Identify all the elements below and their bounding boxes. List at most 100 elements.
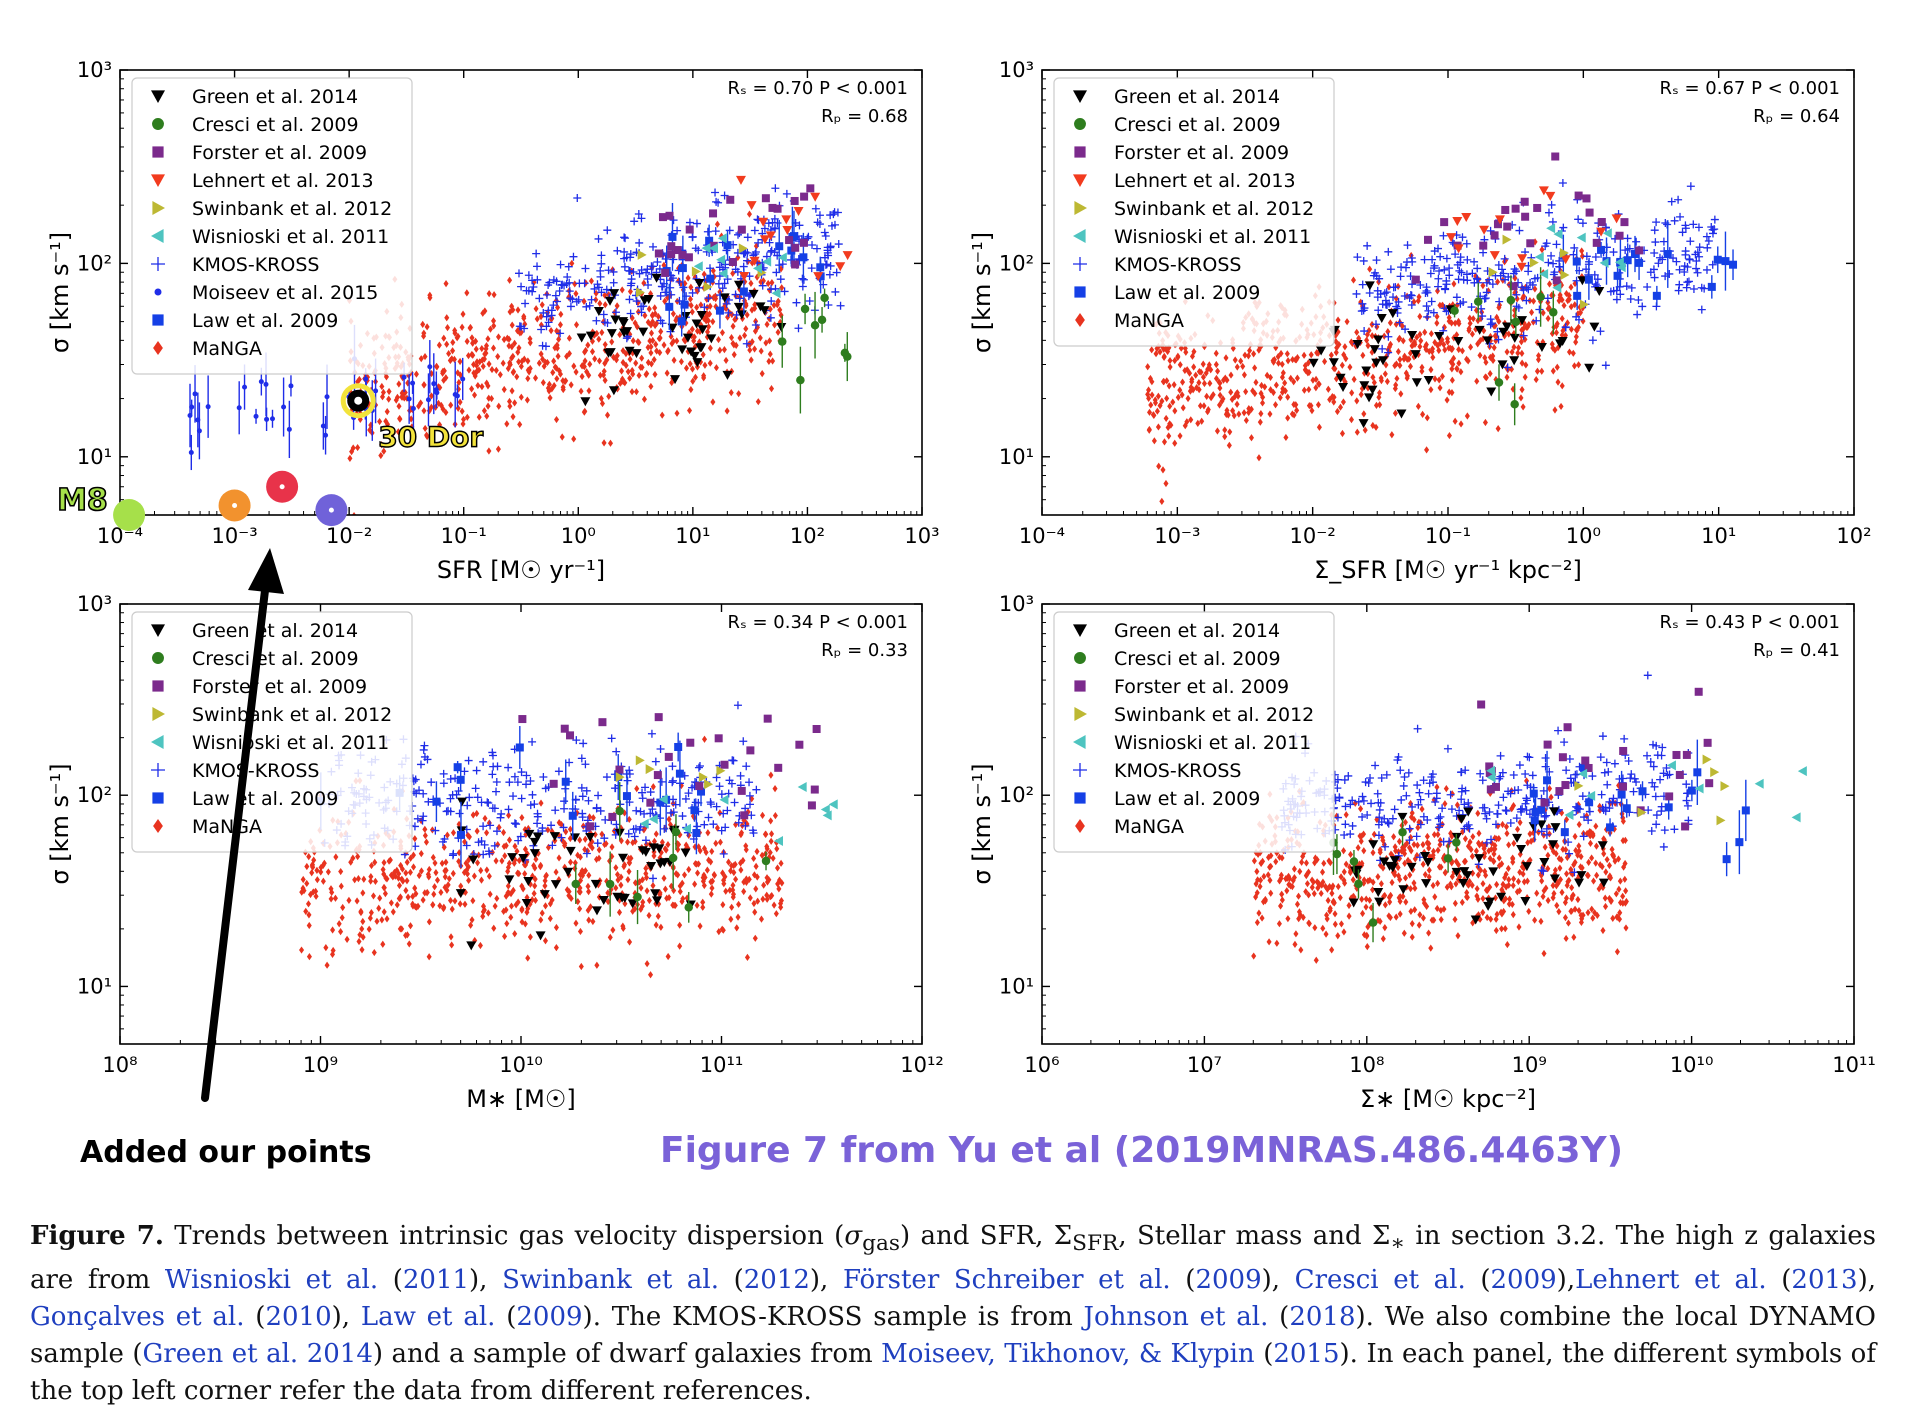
wisnioski-point [1614,257,1624,268]
manga-point [421,381,427,389]
forster-point [1509,282,1518,291]
kmos-point [557,833,566,842]
kmos-point [746,800,755,809]
manga-point [599,399,605,408]
manga-point [1285,414,1291,422]
kmos-point [578,809,587,818]
forster-point [740,811,749,820]
manga-point [586,916,592,924]
chart-panel-2: 10⁻⁴ 10⁻³ 10⁻² 10⁻¹ 10⁰ 10¹ 10²10¹10²10³Σ_SFR … [968,58,1872,584]
manga-point [1444,883,1450,891]
kmos-point [703,227,712,236]
kmos-point [656,744,665,753]
manga-point [721,876,727,884]
manga-point [611,353,617,361]
manga-point [694,901,700,909]
manga-point [1309,883,1315,891]
kmos-point [1486,315,1495,324]
manga-point [1602,902,1609,911]
manga-point [577,853,583,861]
manga-point [588,277,594,285]
manga-point [1335,883,1341,891]
manga-point [767,350,773,358]
manga-point [1435,846,1441,854]
forster-point [1511,204,1520,213]
manga-point [1267,410,1273,418]
law-point [1721,257,1730,266]
manga-point [516,344,522,352]
manga-point [531,889,537,898]
kmos-point [1703,243,1712,252]
manga-point [1387,319,1393,327]
manga-point [659,411,665,419]
forster-point [1552,276,1561,285]
green-point [1574,878,1585,888]
manga-point [1578,911,1584,919]
manga-point [490,317,497,325]
manga-point [1334,344,1340,352]
green-point [1396,409,1407,419]
manga-point [770,854,776,862]
manga-point [689,308,695,316]
green-point [529,849,540,859]
legend-entry: Wisnioski et al. 2011 [192,226,389,248]
manga-point [464,337,470,345]
legend-marker [152,146,164,158]
kmos-point [669,216,678,225]
manga-point [305,900,312,908]
manga-point [1161,438,1168,446]
manga-point [641,826,647,834]
legend-entry: KMOS-KROSS [1114,254,1241,276]
moiseev-point [431,381,437,387]
manga-point [1552,866,1558,874]
kmos-point [1395,318,1404,327]
manga-point [1576,907,1582,915]
manga-point [1613,890,1619,898]
manga-point [1424,902,1430,910]
manga-point [1258,859,1264,867]
manga-point [547,914,553,923]
manga-point [585,882,591,890]
kmos-point [673,226,682,235]
kmos-point [729,756,738,765]
manga-point [1389,851,1395,859]
manga-point [725,313,731,321]
green-point [619,893,630,903]
moiseev-point [323,432,329,438]
kmos-point [620,262,629,271]
manga-point [478,866,484,875]
manga-point [1572,832,1578,841]
kmos-point [1374,831,1383,840]
kmos-point [584,796,593,805]
kmos-point [643,265,652,274]
manga-point [646,911,652,920]
manga-point [1370,849,1376,857]
manga-point [1313,384,1319,392]
data-points [1145,152,1738,505]
kmos-point [694,246,703,255]
manga-point [514,373,520,381]
manga-point [687,295,693,303]
manga-point [455,404,461,412]
manga-point [1477,915,1483,923]
green-point [455,889,466,899]
manga-point [1310,878,1316,886]
manga-point [532,882,538,890]
manga-point [1408,885,1414,893]
kmos-point [439,769,448,778]
manga-point [426,953,432,961]
green-point [1589,322,1600,332]
manga-point [713,364,719,372]
manga-point [619,286,625,294]
manga-point [1493,926,1499,935]
kmos-point [463,801,472,810]
kmos-point [1360,304,1369,313]
forster-point [1620,218,1629,227]
manga-point [1417,330,1423,338]
kmos-point [1365,288,1374,297]
manga-point [1291,873,1297,882]
manga-point [1566,295,1572,304]
manga-point [627,287,633,296]
kmos-point [1543,294,1552,303]
swinbank-point [636,287,646,298]
